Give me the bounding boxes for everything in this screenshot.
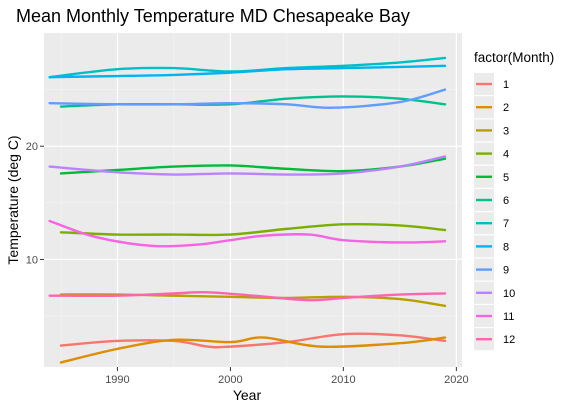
legend-label-month-6: 6: [503, 195, 509, 207]
legend-label-month-2: 2: [503, 102, 509, 114]
x-tick-label: 2010: [331, 374, 355, 386]
y-tick-label: 10: [26, 254, 38, 266]
series-line-month-1: [59, 332, 447, 349]
legend-title: factor(Month): [474, 50, 554, 65]
series-line-month-8: [48, 64, 447, 79]
x-tick-label: 1990: [105, 374, 129, 386]
x-tick-label: 2000: [218, 374, 242, 386]
chart-title: Mean Monthly Temperature MD Chesapeake B…: [16, 6, 410, 26]
y-axis-label: Temperature (deg C): [5, 135, 21, 264]
legend-label-month-5: 5: [503, 172, 509, 184]
series-line-month-11: [48, 219, 447, 248]
legend-label-month-11: 11: [503, 311, 514, 323]
series-line-month-12: [48, 290, 447, 302]
x-tick-label: 2020: [444, 374, 468, 386]
legend-label-month-8: 8: [503, 241, 509, 253]
legend-label-month-4: 4: [503, 149, 509, 161]
y-tick-label: 20: [26, 141, 38, 153]
series-line-month-2: [59, 336, 447, 364]
series-line-month-10: [48, 155, 447, 176]
legend-label-month-3: 3: [503, 125, 509, 137]
grid-lines: [44, 33, 462, 367]
axes: 1990 2000 2010 2020 10 20: [26, 141, 469, 386]
series-line-month-4: [59, 222, 447, 237]
legend-label-month-9: 9: [503, 265, 509, 277]
legend-label-month-10: 10: [503, 288, 515, 300]
legend-label-month-1: 1: [503, 79, 509, 91]
plot-panel: [44, 33, 462, 367]
series-line-month-9: [48, 88, 447, 109]
legend-label-month-7: 7: [503, 218, 509, 230]
legend-label-month-12: 12: [503, 334, 515, 346]
x-axis-label: Year: [233, 387, 262, 403]
series-lines: [48, 56, 447, 364]
